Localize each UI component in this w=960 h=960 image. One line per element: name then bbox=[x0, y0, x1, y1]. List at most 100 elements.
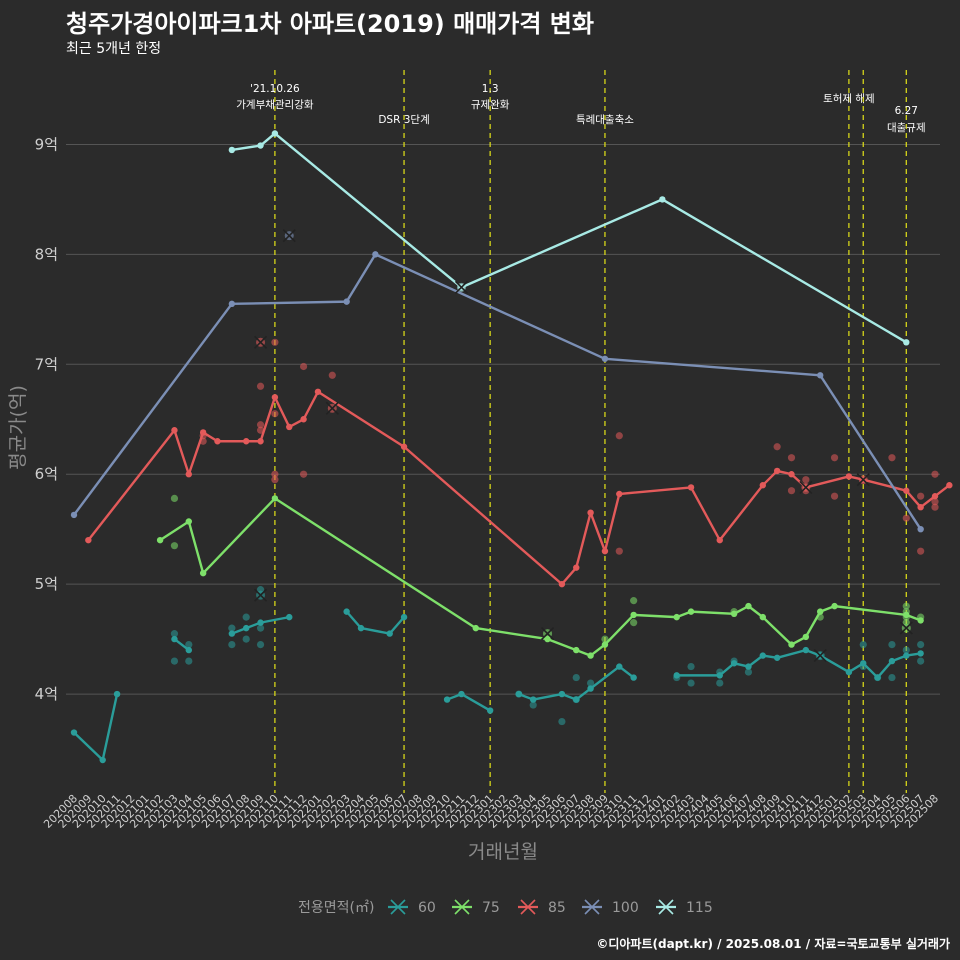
data-point bbox=[170, 630, 179, 638]
cancel-mark bbox=[282, 229, 296, 243]
y-tick-label: 6억 bbox=[35, 465, 58, 483]
line-point bbox=[156, 536, 164, 544]
data-point bbox=[773, 443, 781, 451]
line-point bbox=[243, 438, 250, 445]
legend-marker bbox=[584, 899, 600, 915]
line-point bbox=[802, 646, 810, 654]
line-point bbox=[903, 652, 910, 659]
line-point bbox=[917, 650, 924, 657]
data-point bbox=[256, 382, 265, 390]
chart-title: 청주가경아이파크1차 아파트(2019) 매매가격 변화 bbox=[66, 10, 594, 38]
data-point bbox=[170, 494, 179, 503]
line-point bbox=[257, 438, 264, 445]
data-point bbox=[256, 641, 265, 649]
event-label: 규제완화 bbox=[471, 98, 510, 111]
data-point bbox=[242, 613, 250, 621]
y-tick-label: 5억 bbox=[35, 575, 58, 593]
line-point bbox=[199, 429, 207, 436]
line-point bbox=[243, 624, 250, 632]
line-point bbox=[874, 674, 881, 681]
data-point bbox=[787, 454, 796, 462]
line-point bbox=[587, 652, 594, 659]
line-point bbox=[314, 388, 322, 395]
line-point bbox=[228, 630, 236, 637]
data-point bbox=[615, 432, 623, 440]
data-point bbox=[902, 514, 910, 522]
data-point bbox=[687, 662, 695, 671]
data-point bbox=[917, 492, 925, 500]
data-point bbox=[300, 362, 308, 371]
legend-label: 75 bbox=[482, 900, 500, 916]
line-point bbox=[817, 372, 824, 379]
event-label: 가계부채관리강화 bbox=[236, 99, 314, 111]
line-point bbox=[257, 142, 264, 149]
line-point bbox=[687, 608, 695, 615]
line-point bbox=[845, 668, 853, 676]
series-line bbox=[159, 497, 922, 657]
cancel-mark bbox=[799, 480, 813, 494]
chart-subtitle: 최근 5개년 한정 bbox=[66, 41, 162, 57]
line-point bbox=[400, 613, 408, 621]
line-point bbox=[831, 602, 838, 610]
line-point bbox=[228, 146, 236, 154]
line-point bbox=[300, 416, 307, 423]
event-label: 토허제 해제 bbox=[823, 92, 875, 105]
cancel-mark bbox=[856, 473, 870, 487]
data-point bbox=[888, 673, 896, 682]
line-point bbox=[946, 482, 953, 489]
line-point bbox=[788, 471, 795, 478]
data-point bbox=[802, 476, 810, 484]
legend-label: 85 bbox=[548, 900, 566, 916]
data-point bbox=[931, 503, 939, 511]
data-point bbox=[256, 624, 265, 632]
data-point bbox=[271, 476, 279, 484]
line-point bbox=[788, 641, 795, 648]
data-point bbox=[888, 454, 896, 462]
source-credit: ©디아파트(dapt.kr) / 2025.08.01 / 자료=국토교통부 실… bbox=[596, 937, 950, 951]
line-point bbox=[113, 690, 121, 698]
line-point bbox=[616, 663, 623, 670]
line-point bbox=[687, 484, 695, 491]
cancel-mark bbox=[813, 649, 827, 663]
line-point bbox=[286, 613, 293, 621]
data-point bbox=[830, 454, 839, 462]
data-point bbox=[185, 657, 193, 665]
line-point bbox=[587, 685, 594, 692]
series-line bbox=[446, 692, 491, 712]
line-point bbox=[587, 509, 594, 516]
line-point bbox=[903, 339, 910, 346]
y-tick-label: 9억 bbox=[35, 135, 58, 153]
data-point bbox=[687, 679, 695, 687]
data-point bbox=[931, 498, 939, 506]
line-point bbox=[443, 696, 451, 703]
y-tick-label: 7억 bbox=[35, 355, 58, 373]
data-point bbox=[902, 602, 910, 610]
line-point bbox=[616, 490, 623, 498]
data-point bbox=[630, 619, 638, 627]
line-point bbox=[630, 674, 637, 681]
series-line bbox=[231, 132, 907, 344]
data-point bbox=[917, 641, 925, 649]
series-line bbox=[87, 390, 951, 586]
line-point bbox=[185, 471, 192, 478]
line-point bbox=[558, 580, 566, 588]
line-point bbox=[888, 657, 896, 665]
data-point bbox=[170, 657, 179, 665]
data-point bbox=[859, 641, 867, 649]
line-point bbox=[601, 547, 609, 555]
line-point bbox=[558, 690, 566, 698]
line-point bbox=[70, 729, 78, 736]
data-point bbox=[228, 624, 236, 632]
line-point bbox=[601, 355, 609, 362]
line-point bbox=[573, 696, 580, 703]
cancel-mark bbox=[325, 401, 339, 415]
line-point bbox=[530, 696, 537, 703]
data-point bbox=[601, 635, 609, 643]
line-point bbox=[486, 707, 494, 714]
line-point bbox=[716, 536, 723, 544]
line-point bbox=[185, 646, 192, 654]
cancel-mark bbox=[540, 627, 555, 641]
line-point bbox=[257, 619, 264, 626]
x-axis-label: 거래년월 bbox=[468, 841, 538, 863]
